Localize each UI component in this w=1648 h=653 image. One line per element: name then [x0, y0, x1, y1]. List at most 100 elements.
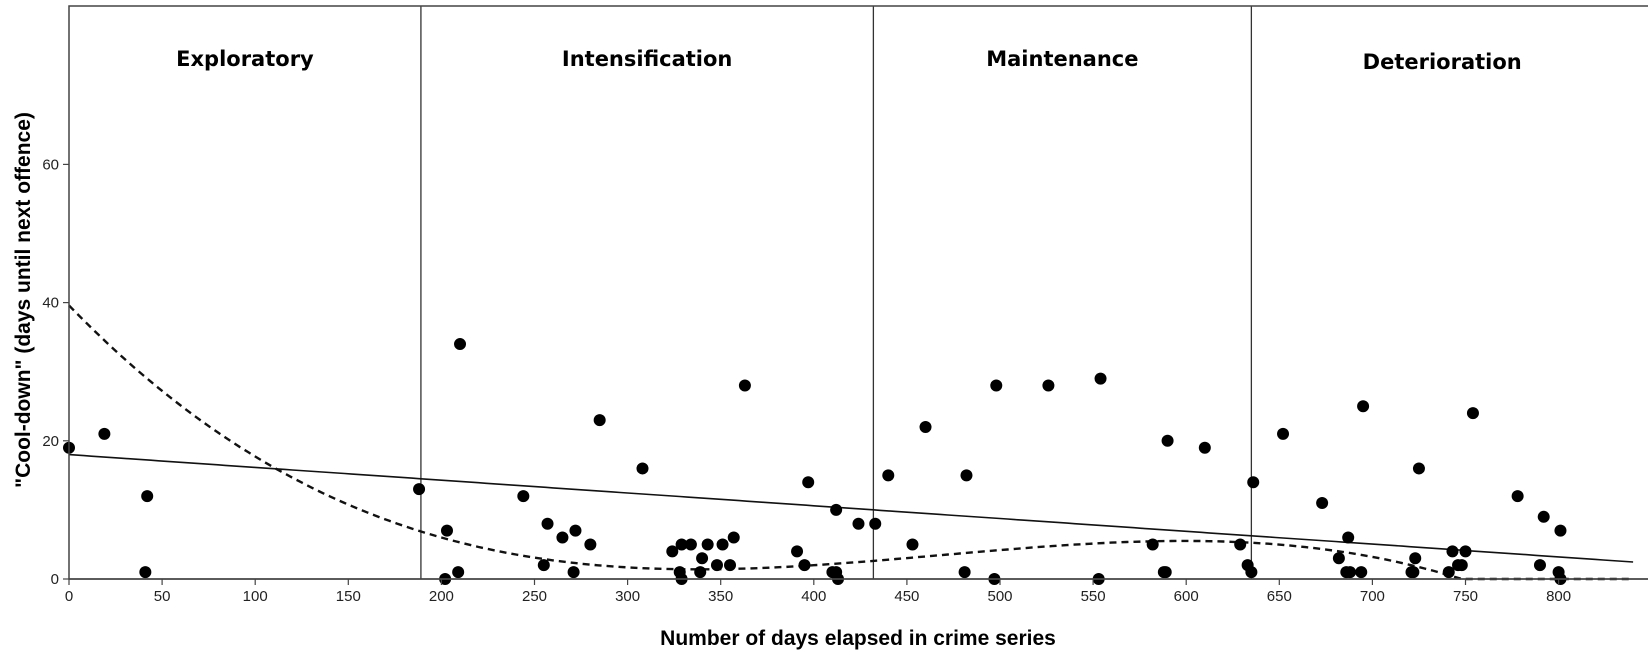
data-point: [1554, 524, 1567, 537]
data-point: [1094, 372, 1107, 385]
data-point: [1533, 559, 1546, 572]
fit-lines: [68, 304, 1634, 581]
data-point: [869, 517, 882, 530]
data-point: [556, 531, 569, 544]
data-point: [1446, 545, 1459, 558]
y-tick-label: 40: [42, 295, 59, 312]
data-point: [738, 379, 751, 392]
data-point: [958, 566, 971, 579]
x-tick-label: 150: [336, 588, 361, 605]
data-point: [1332, 552, 1345, 565]
y-axis: 0 20 40 60: [42, 156, 69, 588]
data-point: [906, 538, 919, 551]
data-point: [696, 552, 709, 565]
data-point: [1455, 559, 1468, 572]
data-point: [724, 559, 737, 572]
data-point: [1245, 566, 1258, 579]
data-point: [701, 538, 714, 551]
data-point: [1342, 531, 1355, 544]
data-point: [636, 462, 649, 475]
phase-label: Deterioration: [1363, 50, 1522, 74]
data-point: [1511, 490, 1524, 503]
data-point: [537, 559, 550, 572]
x-axis-title: Number of days elapsed in crime series: [660, 627, 1056, 650]
x-tick-label: 800: [1546, 588, 1571, 605]
x-tick-label: 50: [154, 588, 171, 605]
data-point: [1159, 566, 1172, 579]
y-tick-label: 0: [51, 571, 59, 588]
data-point: [666, 545, 679, 558]
data-point: [1234, 538, 1247, 551]
x-tick-label: 350: [708, 588, 733, 605]
x-tick-label: 650: [1267, 588, 1292, 605]
data-point: [1407, 566, 1420, 579]
data-point: [141, 490, 154, 503]
data-point: [98, 427, 111, 440]
data-point: [802, 476, 815, 489]
data-point: [1042, 379, 1055, 392]
data-point: [798, 559, 811, 572]
data-point: [684, 538, 697, 551]
data-point: [990, 379, 1003, 392]
data-point: [1466, 407, 1479, 420]
y-tick-label: 20: [42, 433, 59, 450]
x-tick-label: 700: [1360, 588, 1385, 605]
y-tick-label: 60: [42, 156, 59, 173]
phase-label: Intensification: [562, 47, 733, 71]
x-tick-label: 100: [243, 588, 268, 605]
data-point: [1198, 441, 1211, 454]
data-point: [675, 538, 688, 551]
data-point: [1247, 476, 1260, 489]
data-point: [541, 517, 554, 530]
data-point: [139, 566, 152, 579]
data-point: [919, 420, 932, 433]
data-point: [1161, 434, 1174, 447]
data-point: [716, 538, 729, 551]
phase-label: Maintenance: [986, 47, 1138, 71]
y-axis-title: "Cool-down" (days until next offence): [12, 112, 35, 488]
x-axis: 0 50 100 150 200 250 300 350 400 450 500 550 600 650 7…: [65, 578, 1648, 605]
data-point: [440, 524, 453, 537]
data-point: [569, 524, 582, 537]
x-tick-label: 250: [522, 588, 547, 605]
data-point: [694, 566, 707, 579]
data-point: [1146, 538, 1159, 551]
cubic-fit-line: [68, 304, 1634, 581]
data-point: [593, 414, 606, 427]
data-point: [567, 566, 580, 579]
x-tick-label: 750: [1453, 588, 1478, 605]
data-point: [791, 545, 804, 558]
data-point: [1277, 427, 1290, 440]
data-point: [1442, 566, 1455, 579]
data-point: [1357, 400, 1370, 413]
data-point: [852, 517, 865, 530]
x-tick-label: 450: [894, 588, 919, 605]
x-tick-label: 0: [65, 588, 73, 605]
x-tick-label: 500: [987, 588, 1012, 605]
data-point: [452, 566, 465, 579]
data-point: [710, 559, 723, 572]
data-point: [1412, 462, 1425, 475]
x-tick-label: 600: [1174, 588, 1199, 605]
data-point: [882, 469, 895, 482]
data-point: [1409, 552, 1422, 565]
data-point: [830, 503, 843, 516]
phase-labels: Exploratory Intensification Maintenance Det…: [176, 47, 1522, 74]
x-tick-label: 550: [1081, 588, 1106, 605]
phase-label: Exploratory: [176, 47, 314, 71]
data-point: [1459, 545, 1472, 558]
data-point: [517, 490, 530, 503]
data-point: [1355, 566, 1368, 579]
data-point: [1537, 510, 1550, 523]
data-point: [960, 469, 973, 482]
data-points: [63, 338, 1567, 585]
data-point: [727, 531, 740, 544]
linear-fit-line: [68, 453, 1634, 563]
data-point: [454, 338, 467, 351]
x-tick-label: 400: [801, 588, 826, 605]
x-tick-label: 300: [615, 588, 640, 605]
data-point: [1316, 496, 1329, 509]
x-tick-label: 200: [429, 588, 454, 605]
